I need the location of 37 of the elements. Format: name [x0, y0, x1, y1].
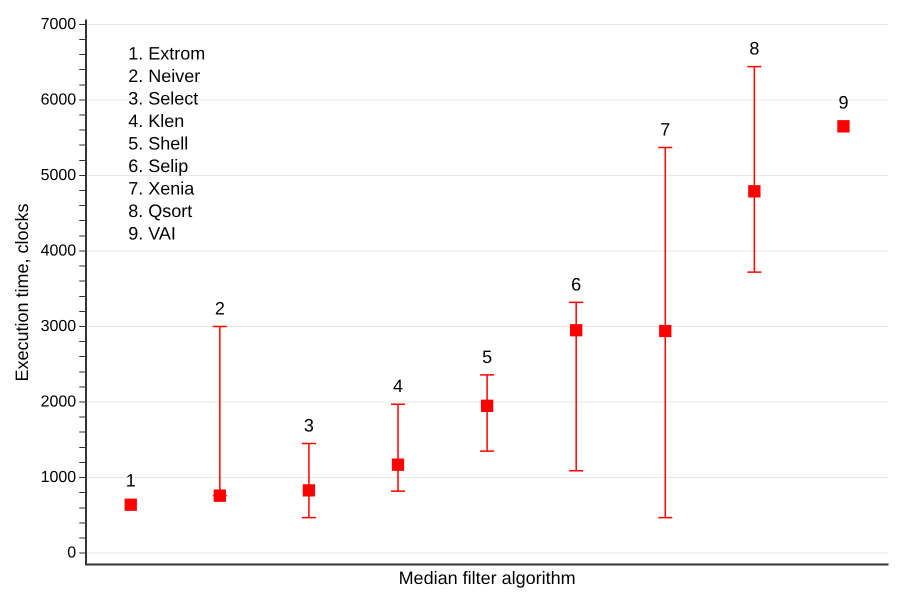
y-tick-label: 3000: [40, 318, 76, 335]
x-tick-label: 6: [571, 274, 582, 294]
x-axis-title: Median filter algorithm: [398, 568, 576, 588]
x-tick-label: 7: [660, 119, 670, 140]
x-tick-label: 2: [214, 298, 225, 318]
y-tick-label: 4000: [40, 242, 76, 260]
annotation: 7. Xenia: [128, 178, 196, 199]
annotation: 3. Select: [128, 88, 198, 109]
annotation: 4. Klen: [128, 111, 184, 132]
y-tick-label: 5000: [40, 166, 76, 184]
point: [124, 498, 137, 511]
point: [302, 484, 316, 497]
annotation: 2. Neiver: [128, 66, 200, 86]
point: [392, 458, 404, 471]
y-tick-label: 6000: [40, 91, 76, 108]
annotation: 9. VAI: [128, 224, 176, 244]
annotation: 1. Extrom: [128, 44, 206, 64]
point: [214, 490, 226, 502]
annotation: 8. Qsort: [128, 201, 192, 222]
x-tick-label: 5: [482, 346, 492, 367]
x-tick-label: 1: [126, 470, 136, 491]
point: [480, 400, 494, 412]
x-tick-label: 8: [749, 38, 760, 59]
point: [748, 185, 761, 198]
y-tick-label: 2000: [40, 393, 76, 410]
point: [659, 324, 672, 338]
y-tick-label: 0: [67, 544, 76, 562]
y-tick-label: 1000: [40, 468, 76, 486]
x-tick-label: 4: [393, 376, 404, 396]
x-tick-label: 3: [304, 416, 314, 436]
point: [570, 324, 582, 336]
y-axis-title: Execution time, clocks: [12, 203, 32, 382]
y-tick-label: 7000: [40, 16, 76, 33]
x-tick-label: 9: [838, 92, 848, 112]
point: [837, 120, 850, 132]
annotation: 5. Shell: [128, 134, 188, 154]
annotation: 6. Selip: [128, 156, 188, 176]
